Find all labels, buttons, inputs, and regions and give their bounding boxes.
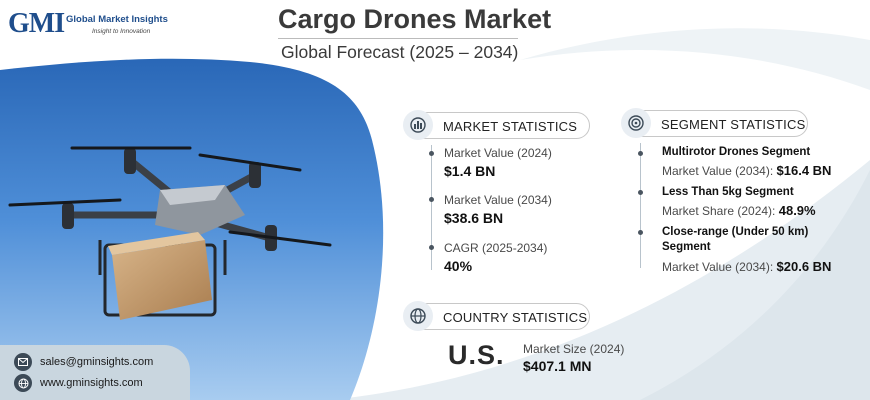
logo-mark: GMI xyxy=(8,8,65,39)
page-title: Cargo Drones Market xyxy=(278,4,552,34)
bullet xyxy=(638,190,643,195)
segment-range-name-line1: Close-range (Under 50 km) xyxy=(662,226,809,238)
segment-weight-name: Less Than 5kg Segment xyxy=(662,186,794,198)
brand-logo[interactable]: GMI Global Market Insights Insight to In… xyxy=(8,8,208,44)
market-stats-rail xyxy=(431,145,432,270)
globe-chart-icon xyxy=(403,110,433,140)
country-statistics-header: COUNTRY STATISTICS xyxy=(403,301,590,331)
bullet xyxy=(638,230,643,235)
mail-icon xyxy=(14,353,32,371)
segment-statistics-heading: SEGMENT STATISTICS xyxy=(661,117,806,132)
segment-multirotor-metric: Market Value (2034): $16.4 BN xyxy=(662,163,831,178)
market-value-2034: $38.6 BN xyxy=(444,210,504,226)
bullet xyxy=(429,197,434,202)
globe-icon xyxy=(403,301,433,331)
segment-statistics-header: SEGMENT STATISTICS xyxy=(621,108,808,138)
segment-weight-value: 48.9% xyxy=(778,203,816,218)
country-market-size-label: Market Size (2024) xyxy=(523,342,625,356)
page-subtitle: Global Forecast (2025 – 2034) xyxy=(281,42,519,62)
country-statistics-heading: COUNTRY STATISTICS xyxy=(443,310,588,325)
website-text: www.gminsights.com xyxy=(40,377,143,389)
segment-multirotor-metric-label: Market Value (2034): xyxy=(662,164,774,178)
email-link[interactable]: sales@gminsights.com xyxy=(14,353,153,371)
market-statistics-header: MARKET STATISTICS xyxy=(403,110,590,140)
contact-background xyxy=(0,345,190,400)
country-name: U.S. xyxy=(448,340,505,370)
market-value-2024-label: Market Value (2024) xyxy=(444,146,552,160)
segment-weight-metric-label: Market Share (2024): xyxy=(662,204,776,218)
bullet xyxy=(429,245,434,250)
market-statistics-heading: MARKET STATISTICS xyxy=(443,119,578,134)
website-link[interactable]: www.gminsights.com xyxy=(14,374,143,392)
segment-multirotor-value: $16.4 BN xyxy=(776,163,832,178)
bullet xyxy=(638,151,643,156)
target-icon xyxy=(621,108,651,138)
country-market-size-value: $407.1 MN xyxy=(523,358,592,374)
email-text: sales@gminsights.com xyxy=(40,356,154,368)
market-value-2024: $1.4 BN xyxy=(444,163,496,179)
cagr-value: 40% xyxy=(444,258,473,274)
segment-range-metric: Market Value (2034): $20.6 BN xyxy=(662,259,831,274)
segment-range-metric-label: Market Value (2034): xyxy=(662,260,774,274)
segment-weight-metric: Market Share (2024): 48.9% xyxy=(662,203,816,218)
brand-name: Global Market Insights xyxy=(66,14,168,25)
market-value-2034-label: Market Value (2034) xyxy=(444,193,552,207)
globe-icon xyxy=(14,374,32,392)
title-divider xyxy=(278,38,518,39)
segment-range-name-line2: Segment xyxy=(662,241,711,253)
segment-stats-rail xyxy=(640,143,641,268)
segment-range-value: $20.6 BN xyxy=(776,259,832,274)
cagr-label: CAGR (2025-2034) xyxy=(444,241,548,255)
contact-panel: sales@gminsights.com www.gminsights.com xyxy=(0,345,205,400)
segment-multirotor-name: Multirotor Drones Segment xyxy=(662,146,811,158)
bullet xyxy=(429,151,434,156)
brand-tagline: Insight to Innovation xyxy=(92,28,151,35)
